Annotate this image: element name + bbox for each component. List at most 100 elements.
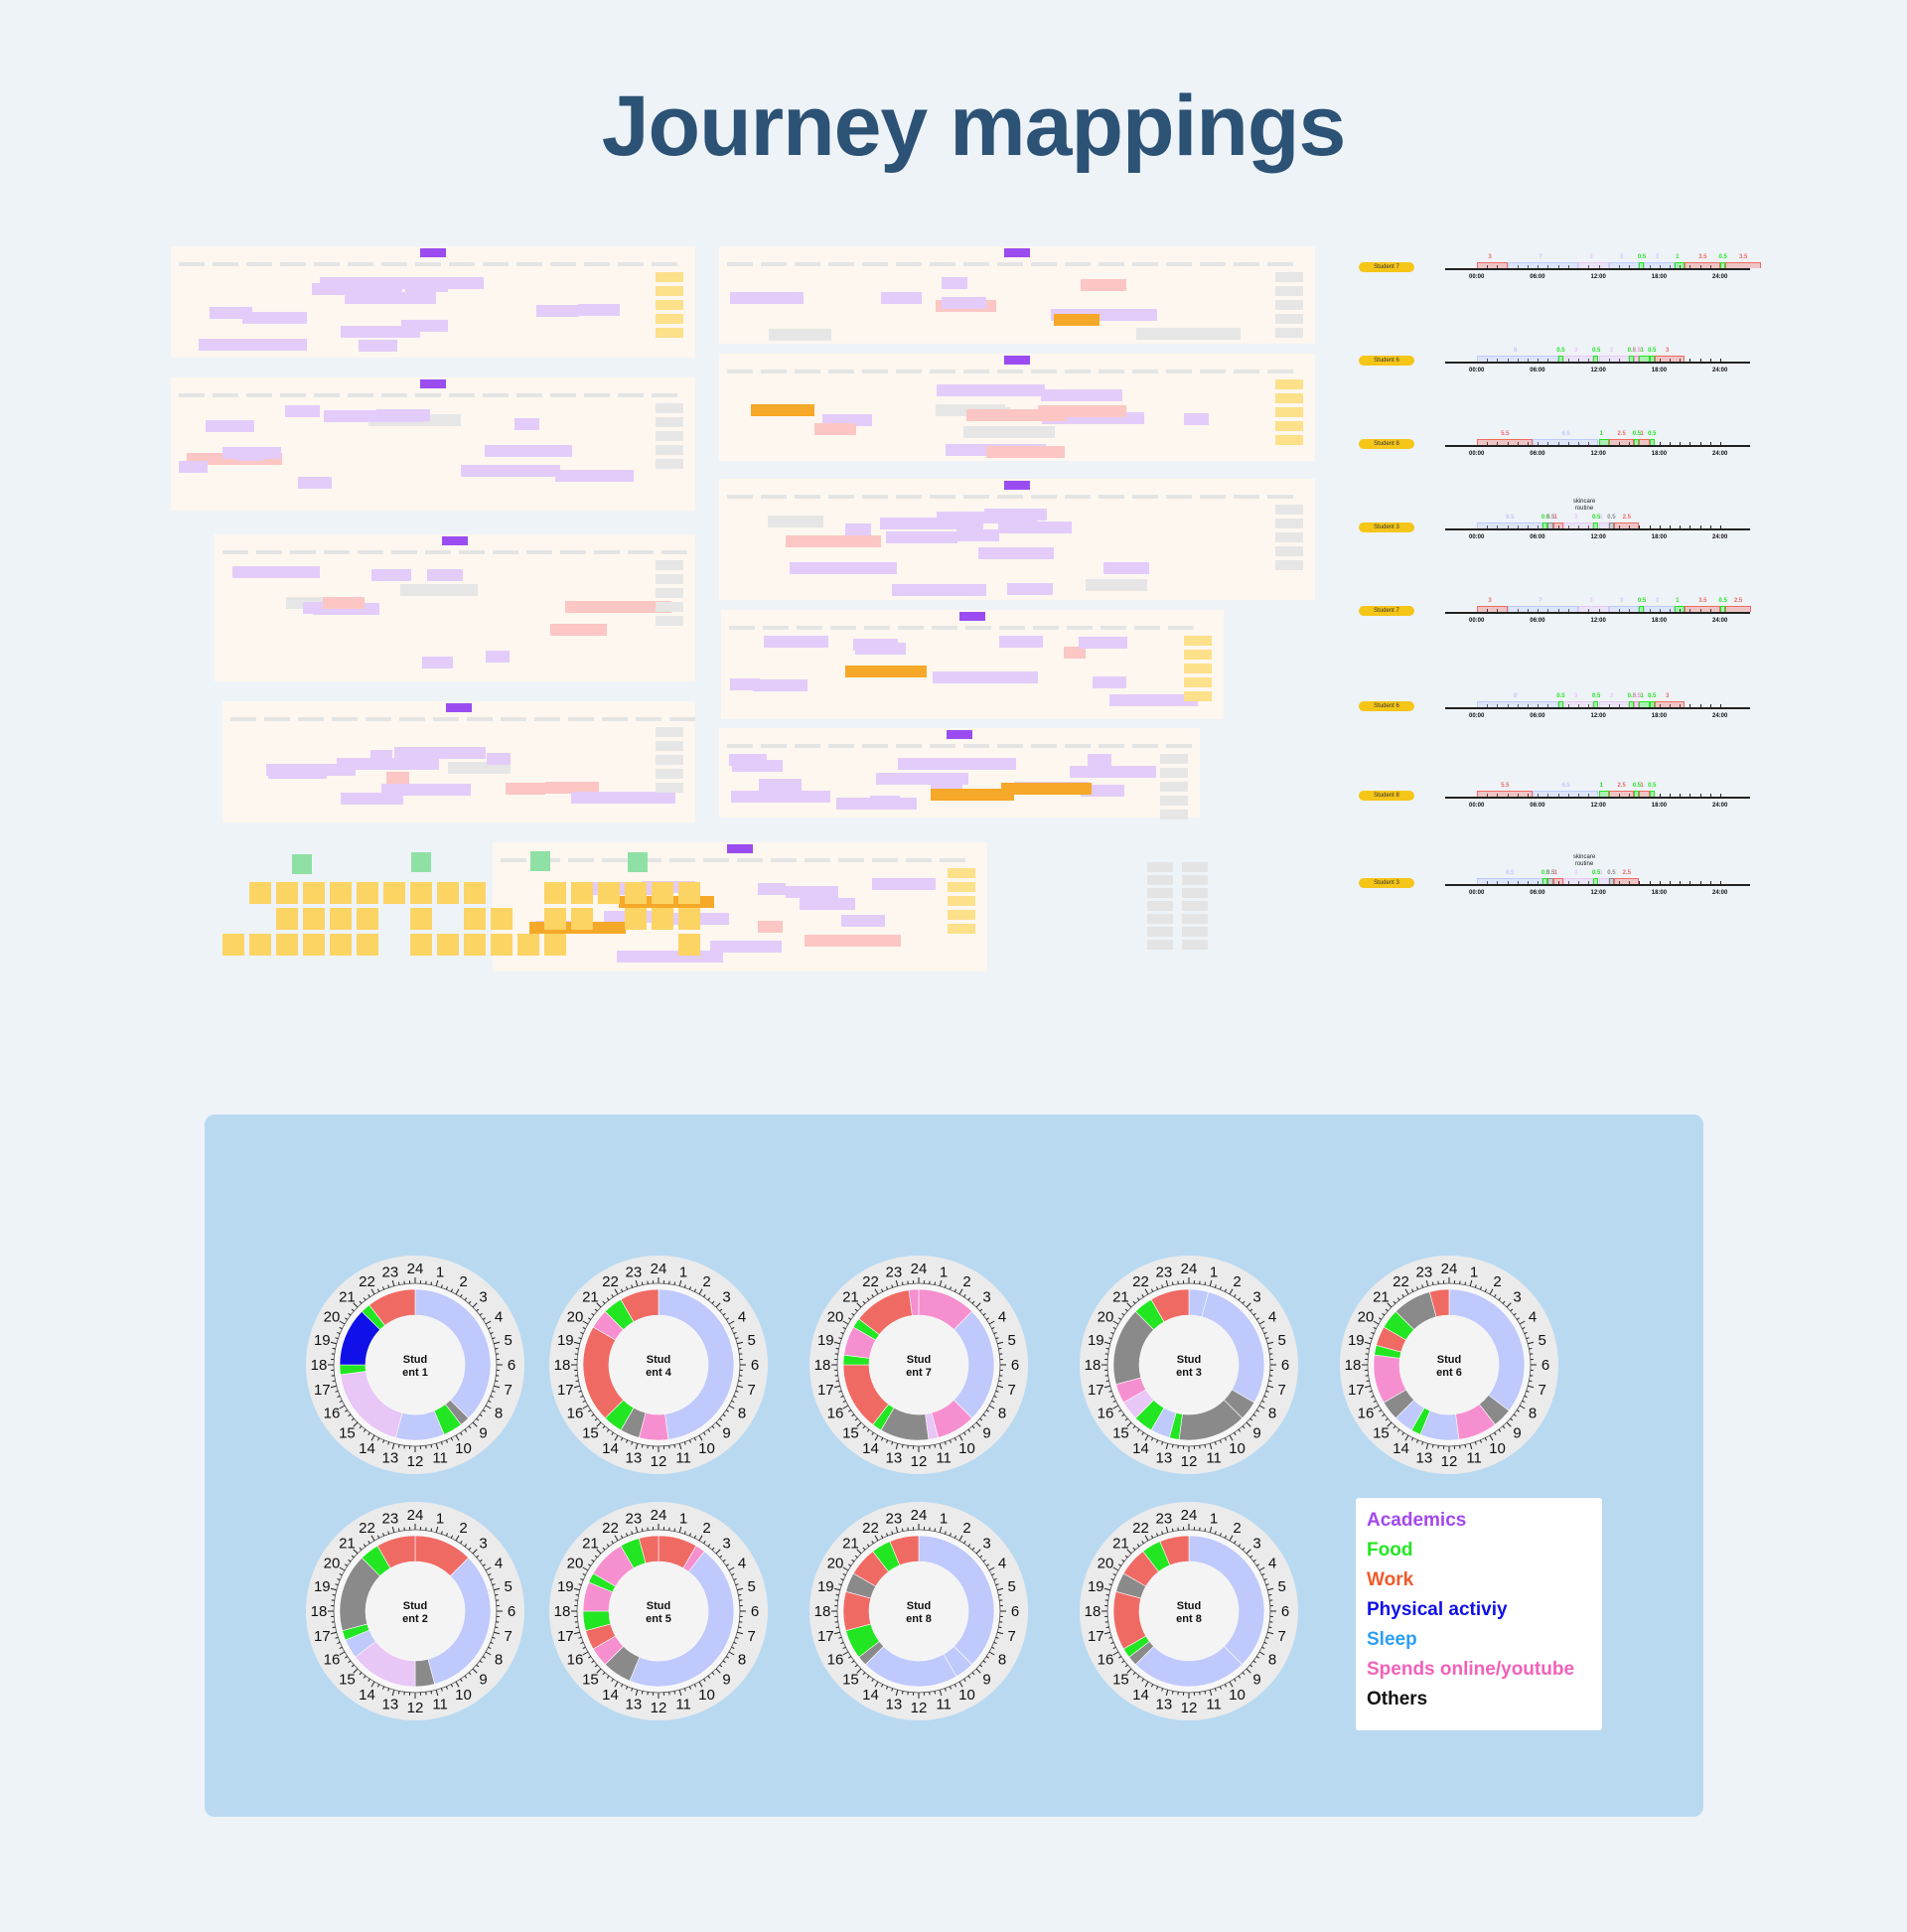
- clock-tick: [359, 1425, 363, 1429]
- journey-sticky: [506, 783, 545, 795]
- clock-tick: [731, 1400, 735, 1404]
- clock-tick: [866, 1428, 870, 1432]
- clock-tick: [1261, 1572, 1265, 1576]
- clock-tick: [1209, 1443, 1213, 1450]
- timeline-segment-label: 3: [1574, 693, 1578, 699]
- panel-header-tag: [446, 703, 472, 712]
- clock-tick: [1118, 1410, 1122, 1412]
- grey-note: [1147, 914, 1173, 924]
- clock-tick: [1112, 1320, 1119, 1325]
- clock-tick: [891, 1531, 894, 1535]
- timeline-tick-label: 06:00: [1530, 618, 1545, 624]
- clock-tick: [1431, 1444, 1434, 1448]
- clock-tick: [954, 1288, 957, 1292]
- journey-sticky: [1088, 754, 1111, 766]
- clock-tick: [430, 1281, 433, 1285]
- clock-hour-label: 13: [382, 1697, 399, 1713]
- timeline-tick: [1528, 881, 1530, 886]
- timeline-tick: [1618, 265, 1620, 270]
- research-sticky: [276, 882, 298, 904]
- clock-hour-label: 9: [722, 1425, 730, 1442]
- research-sticky: [571, 908, 593, 930]
- column-header: [997, 262, 1023, 266]
- column-header: [703, 858, 729, 862]
- research-sticky: [410, 908, 432, 930]
- clock-tick: [482, 1317, 486, 1320]
- clock-tick: [1171, 1691, 1174, 1695]
- timeline-tick-label: 24:00: [1712, 274, 1728, 280]
- clock-tick: [339, 1405, 346, 1410]
- clock-hour-label: 22: [602, 1273, 619, 1290]
- side-note: [656, 769, 683, 779]
- clock-tick: [485, 1566, 492, 1571]
- timeline-tick: [1649, 525, 1651, 530]
- clock-tick: [1265, 1583, 1269, 1586]
- column-header: [763, 626, 789, 630]
- journey-sticky: [845, 666, 927, 677]
- clock-tick: [1144, 1434, 1149, 1441]
- timeline-segment-label: 3: [1609, 348, 1614, 354]
- clock-tick: [495, 1380, 499, 1383]
- timeline-tick-label: 18:00: [1651, 274, 1668, 280]
- column-header: [930, 262, 955, 266]
- clock-tick: [979, 1308, 983, 1312]
- clock-hour-label: 18: [1085, 1603, 1101, 1620]
- clock-tick: [738, 1380, 742, 1383]
- clock-tick: [339, 1646, 343, 1650]
- clock-tick: [693, 1288, 697, 1292]
- column-header: [1132, 370, 1158, 373]
- clock-tick: [376, 1684, 380, 1688]
- timeline-tick-label: 24:00: [1712, 368, 1728, 373]
- side-note: [1184, 650, 1212, 660]
- clock-tick: [707, 1675, 711, 1679]
- clock-tick: [895, 1526, 899, 1533]
- timeline-tick: [1507, 525, 1509, 530]
- timeline-tick: [1588, 704, 1590, 709]
- timeline-segment: [1598, 791, 1609, 797]
- column-header: [550, 393, 576, 397]
- clock-tick: [1267, 1631, 1274, 1635]
- daily-clock-panel: 24 1 2 3 4 5 6 7 8 9 10 11 12 13 14 15 16 17 18 19 20 21 22 23 S…: [205, 1115, 1703, 1817]
- research-sticky: [678, 934, 700, 956]
- clock-student-label: Stud: [1177, 1354, 1201, 1366]
- clock-tick: [985, 1410, 989, 1412]
- timeline-segment-label: 3.5: [1738, 254, 1748, 260]
- timeline-segment-label: 3: [1589, 598, 1593, 604]
- clock-tick: [588, 1410, 592, 1412]
- clock-tick: [492, 1636, 496, 1639]
- clock-hour-label: 6: [1011, 1357, 1019, 1374]
- timeline-segment: [1634, 439, 1640, 445]
- timeline-segment: [1598, 878, 1609, 884]
- clock-tick: [880, 1288, 884, 1292]
- timeline-segment: [1634, 791, 1640, 797]
- clock-tick: [348, 1312, 352, 1316]
- clock-tick: [954, 1535, 957, 1539]
- column-header: [872, 858, 898, 862]
- clock-hour-label: 20: [567, 1556, 584, 1572]
- clock-tick: [982, 1660, 986, 1664]
- clock-tick: [971, 1425, 975, 1429]
- column-header: [864, 626, 890, 630]
- clock-tick: [626, 1533, 629, 1537]
- timeline-tick: [1578, 794, 1580, 799]
- column-header: [1031, 370, 1057, 373]
- timeline-segment-label: 0.5: [1546, 870, 1555, 876]
- clock-tick: [614, 1434, 619, 1441]
- research-sticky: [491, 908, 513, 930]
- clock-tick: [731, 1646, 735, 1650]
- timeline-tick-label: 12:00: [1590, 890, 1606, 896]
- research-sticky: [625, 882, 647, 904]
- clock-hour-label: 6: [1541, 1357, 1549, 1374]
- clock-tick: [1387, 1421, 1393, 1427]
- journey-sticky: [323, 597, 365, 609]
- journey-sticky: [732, 760, 783, 772]
- column-header: [1065, 744, 1091, 748]
- column-header: [652, 393, 677, 397]
- clock-tick: [488, 1326, 492, 1330]
- clock-tick: [988, 1405, 995, 1410]
- clock-tick: [1464, 1444, 1467, 1448]
- clock-hour-label: 13: [382, 1450, 399, 1467]
- clock-hour-label: 6: [1011, 1603, 1019, 1620]
- timeline-tick: [1680, 265, 1682, 270]
- clock-tick: [895, 1443, 899, 1450]
